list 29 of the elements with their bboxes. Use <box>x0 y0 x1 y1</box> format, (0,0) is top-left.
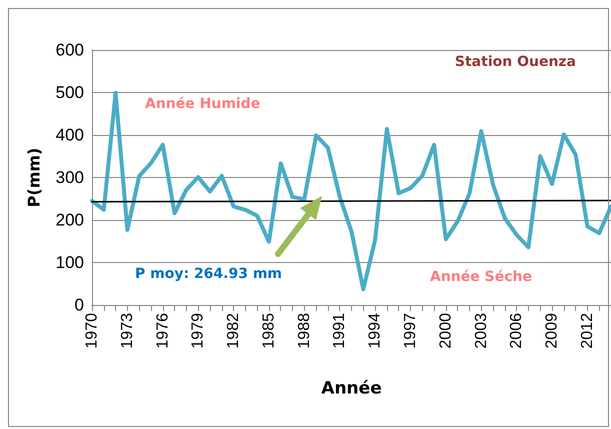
y-tick-label: 0 <box>74 296 84 314</box>
x-tick-label: 2000 <box>437 312 454 349</box>
y-tick-label: 300 <box>56 168 84 187</box>
y-tick-label: 200 <box>56 210 84 230</box>
x-tick-label: 1979 <box>190 312 207 349</box>
x-tick-label: 2009 <box>544 312 561 349</box>
y-tick-label: 100 <box>56 253 84 272</box>
x-tick-label: 1973 <box>118 312 136 349</box>
y-tick-label: 600 <box>56 40 84 60</box>
x-tick-label: 2003 <box>472 312 490 349</box>
x-tick-label: 1997 <box>402 312 419 349</box>
x-tick-label: 1994 <box>366 312 384 349</box>
x-tick-label: 2006 <box>508 312 526 349</box>
y-tick-label: 400 <box>56 126 84 144</box>
x-tick-label: 1991 <box>331 312 348 349</box>
x-tick-label: 1976 <box>154 312 172 349</box>
annotation: Année Humide <box>145 96 260 112</box>
x-tick-label: 1970 <box>84 312 100 349</box>
x-tick-label: 1988 <box>296 312 313 349</box>
x-tick-label: 2012 <box>578 312 596 349</box>
x-tick-label: 1985 <box>260 312 278 349</box>
x-axis-title: Année <box>321 378 382 398</box>
annotation: Station Ouenza <box>454 54 576 70</box>
annotation: P moy: 264.93 mm <box>135 266 282 282</box>
x-tick-label: 1982 <box>225 312 242 349</box>
annotation: Année Séche <box>430 269 532 285</box>
y-tick-label: 500 <box>56 83 84 102</box>
y-axis-title: P(mm) <box>24 148 44 208</box>
line-series <box>90 90 611 292</box>
